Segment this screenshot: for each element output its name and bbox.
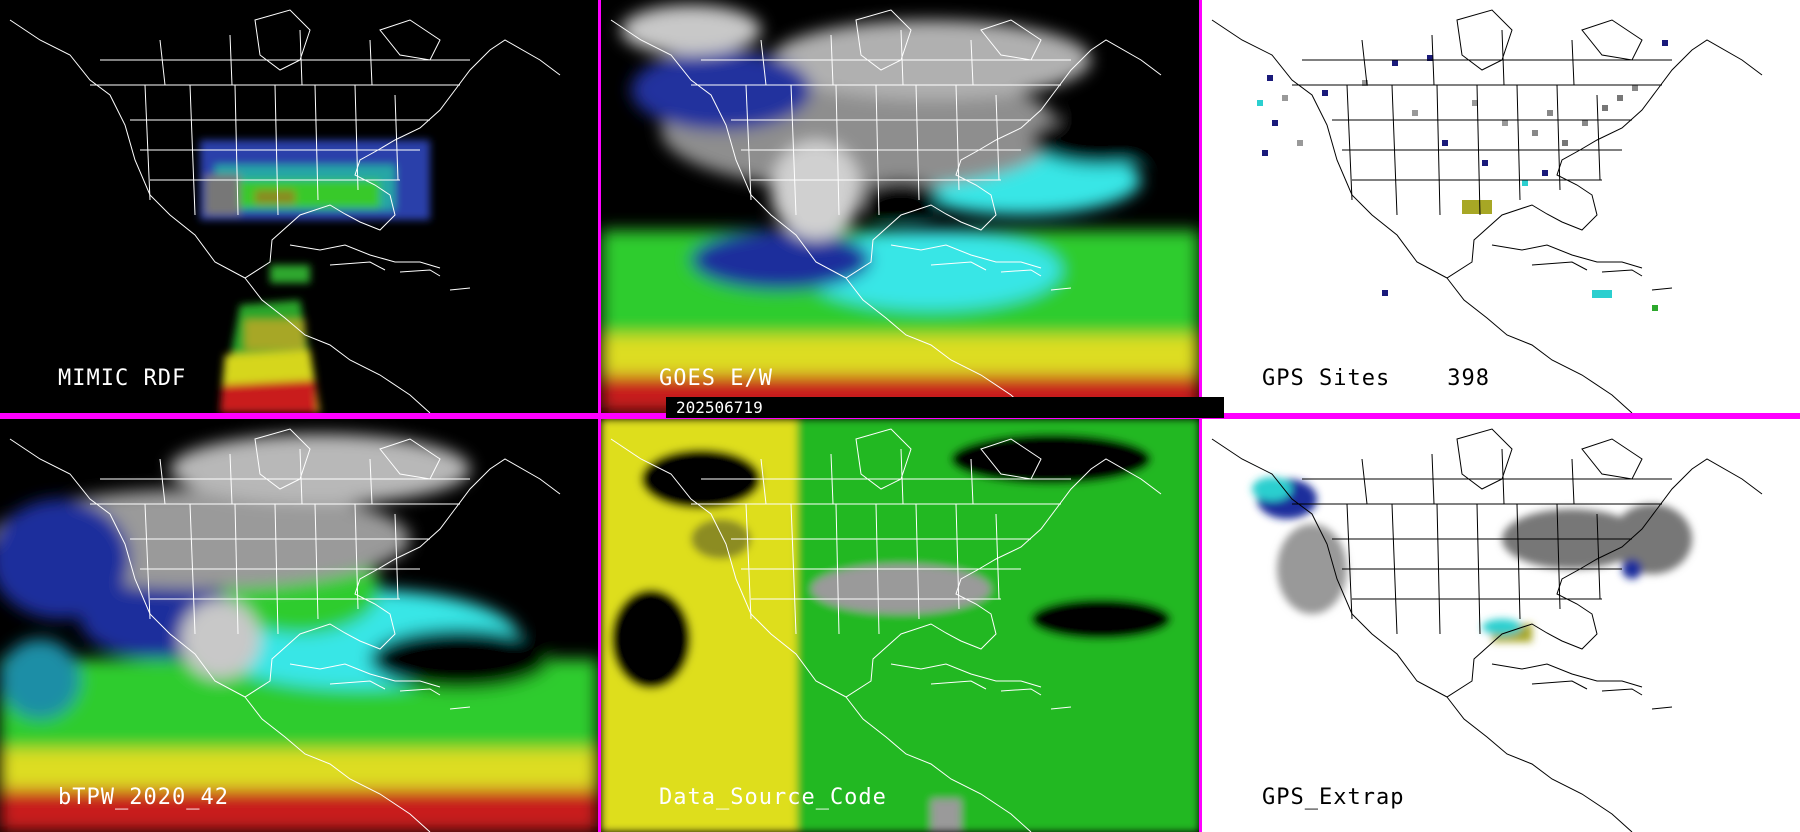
btpw-map bbox=[0, 428, 598, 832]
panel-label-btpw: bTPW_2020_42 bbox=[58, 785, 229, 810]
gps-sites-count: 398 bbox=[1447, 366, 1490, 391]
btpw-panel: bTPW_2020_42 bbox=[0, 419, 598, 832]
mimic-rdf-map bbox=[9, 9, 561, 413]
gps-sites-panel: GPS Sites 398 bbox=[1202, 0, 1800, 413]
panel-label-gps-sites: GPS Sites 398 bbox=[1262, 366, 1490, 391]
goes-ew-panel: GOES E/W bbox=[601, 0, 1199, 413]
data-source-code-map bbox=[601, 419, 1199, 832]
gps-site-markers bbox=[1257, 40, 1668, 311]
goes-ew-map bbox=[601, 5, 1199, 413]
panel-label-mimic-rdf: MIMIC RDF bbox=[58, 366, 187, 391]
timestamp-banner: 202506719 bbox=[666, 397, 1224, 418]
data-source-code-panel: Data_Source_Code bbox=[601, 419, 1199, 832]
gps-extrap-panel: GPS_Extrap bbox=[1202, 419, 1800, 832]
gps-extrap-map bbox=[1211, 428, 1763, 832]
panel-label-goes-ew: GOES E/W bbox=[659, 366, 773, 391]
panel-label-data-source-code: Data_Source_Code bbox=[659, 785, 887, 810]
gps-sites-map bbox=[1211, 9, 1763, 413]
gps-sites-title: GPS Sites bbox=[1262, 366, 1391, 391]
mimic-rdf-panel: MIMIC RDF bbox=[0, 0, 598, 413]
panel-label-gps-extrap: GPS_Extrap bbox=[1262, 785, 1405, 810]
